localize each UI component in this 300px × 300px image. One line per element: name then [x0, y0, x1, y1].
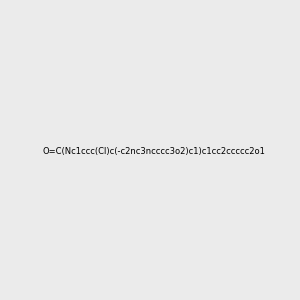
Text: O=C(Nc1ccc(Cl)c(-c2nc3ncccc3o2)c1)c1cc2ccccc2o1: O=C(Nc1ccc(Cl)c(-c2nc3ncccc3o2)c1)c1cc2c… [42, 147, 265, 156]
